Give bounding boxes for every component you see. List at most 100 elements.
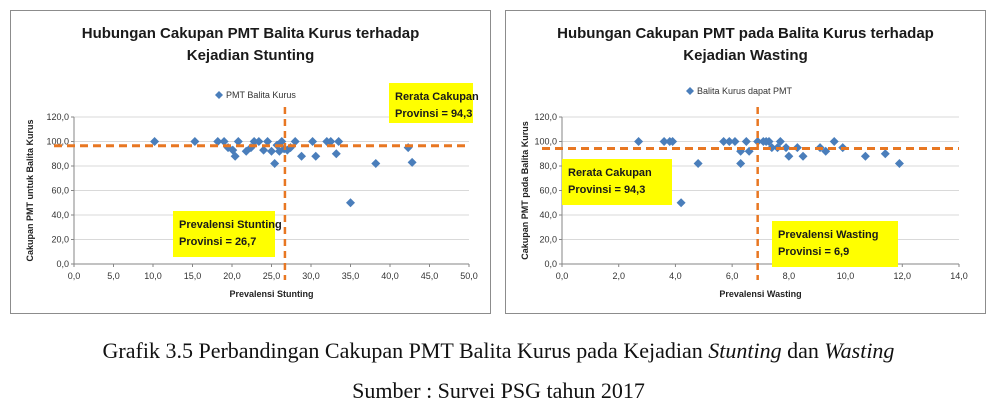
data-point: [297, 151, 307, 161]
x-tick-label: 45,0: [421, 271, 439, 281]
data-point: [334, 137, 344, 146]
data-point: [634, 137, 644, 146]
data-point: [190, 137, 200, 146]
x-tick-label: 8,0: [783, 271, 796, 281]
annotation-line: Provinsi = 26,7: [179, 236, 256, 248]
annotation-box: [389, 83, 473, 123]
data-point: [744, 146, 754, 156]
y-tick-label: 100,0: [46, 137, 69, 147]
y-tick-label: 120,0: [534, 112, 557, 122]
x-tick-label: 4,0: [669, 271, 682, 281]
y-tick-label: 100,0: [534, 137, 557, 147]
province-prevalence-annotation: Prevalensi Wasting Provinsi = 6,9: [772, 221, 898, 267]
chart-title: Hubungan Cakupan PMT Balita Kurus terhad…: [11, 23, 490, 67]
y-tick-label: 60,0: [539, 186, 557, 196]
data-point: [775, 137, 785, 146]
data-point: [821, 146, 831, 156]
x-tick-label: 6,0: [726, 271, 739, 281]
annotation-line: Rerata Cakupan: [395, 91, 479, 103]
data-point: [331, 149, 341, 159]
y-axis-title: Cakupan PMT untuk Balita Kurus: [25, 119, 35, 261]
chart-title-line-1: Hubungan Cakupan PMT Balita Kurus terhad…: [81, 25, 420, 42]
chart-title: Hubungan Cakupan PMT pada Balita Kurus t…: [506, 23, 985, 67]
data-point: [736, 159, 746, 169]
annotation-line: Prevalensi Wasting: [778, 229, 878, 241]
data-point: [150, 137, 160, 146]
data-point: [407, 157, 417, 167]
data-point: [730, 137, 740, 146]
scatter-plot-stunting: 0,0 20,0 40,0 60,0 80,0 100,0 120,0 0,0 5,0 10,0 1…: [25, 83, 479, 299]
data-point: [249, 137, 259, 146]
y-tick-label: 0,0: [544, 259, 557, 269]
figure-caption: Grafik 3.5 Perbandingan Cakupan PMT Bali…: [0, 338, 997, 364]
data-point: [259, 145, 269, 155]
legend-marker: [686, 87, 694, 95]
data-point: [213, 137, 223, 146]
x-tick-label: 20,0: [223, 271, 241, 281]
data-point: [326, 137, 336, 146]
x-tick-label: 50,0: [460, 271, 478, 281]
data-point: [792, 143, 802, 153]
y-tick-label: 80,0: [539, 161, 557, 171]
data-point: [724, 137, 734, 146]
legend-marker: [215, 91, 223, 99]
data-point: [290, 137, 300, 146]
x-tick-label: 15,0: [184, 271, 202, 281]
data-point: [693, 159, 703, 169]
data-point: [668, 137, 678, 146]
x-tick-label: 40,0: [381, 271, 399, 281]
data-point: [741, 137, 751, 146]
y-tick-label: 20,0: [539, 235, 557, 245]
data-point: [798, 151, 808, 161]
annotation-line: Provinsi = 6,9: [778, 246, 849, 258]
annotation-line: Provinsi = 94,3: [395, 108, 472, 120]
average-coverage-annotation: Rerata Cakupan Provinsi = 94,3: [562, 159, 672, 205]
data-point: [719, 137, 729, 146]
scatter-plot-wasting: 0,0 20,0 40,0 60,0 80,0 100,0 120,0 0,0 2,0 4,0 6,…: [520, 86, 968, 299]
chart-panel-stunting: Hubungan Cakupan PMT Balita Kurus terhad…: [10, 10, 491, 314]
chart-title-line-2: Kejadian Stunting: [186, 47, 315, 64]
legend: PMT Balita Kurus: [215, 90, 296, 100]
y-axis-title: Cakupan PMT pada Balita Kurus: [520, 121, 530, 260]
x-tick-label: 0,0: [556, 271, 569, 281]
chart-title-line-2: Kejadian Wasting: [683, 47, 808, 64]
legend-label: Balita Kurus dapat PMT: [697, 86, 793, 96]
data-point: [219, 137, 229, 146]
data-point: [311, 151, 321, 161]
y-tick-label: 40,0: [539, 210, 557, 220]
data-point: [659, 137, 669, 146]
province-prevalence-annotation: Prevalensi Stunting Provinsi = 26,7: [173, 211, 282, 257]
x-tick-label: 35,0: [342, 271, 360, 281]
x-tick-label: 10,0: [144, 271, 162, 281]
data-point: [784, 151, 794, 161]
data-point: [676, 198, 686, 208]
legend: Balita Kurus dapat PMT: [686, 86, 793, 96]
data-point: [860, 151, 870, 161]
data-point: [880, 149, 890, 159]
x-tick-label: 0,0: [68, 271, 81, 281]
y-tick-label: 40,0: [51, 210, 69, 220]
data-point: [894, 159, 904, 169]
y-tick-label: 0,0: [56, 259, 69, 269]
caption-mid: dan: [781, 338, 825, 363]
data-point: [753, 137, 763, 146]
data-point: [267, 146, 276, 156]
data-point: [230, 151, 240, 161]
x-tick-label: 10,0: [837, 271, 855, 281]
figure-source: Sumber : Survei PSG tahun 2017: [352, 378, 645, 403]
chart-panel-wasting: Hubungan Cakupan PMT pada Balita Kurus t…: [505, 10, 986, 314]
x-tick-label: 30,0: [302, 271, 320, 281]
x-axis-title: Prevalensi Wasting: [719, 289, 801, 299]
legend-label: PMT Balita Kurus: [226, 90, 296, 100]
data-point: [263, 137, 273, 146]
data-point: [829, 137, 839, 146]
x-axis-title: Prevalensi Stunting: [229, 289, 313, 299]
annotation-box: [173, 211, 275, 257]
y-tick-label: 20,0: [51, 235, 69, 245]
chart-title-line-1: Hubungan Cakupan PMT pada Balita Kurus t…: [557, 25, 934, 42]
annotation-box: [772, 221, 898, 267]
y-tick-label: 120,0: [46, 112, 69, 122]
data-point: [371, 159, 381, 169]
average-coverage-annotation: Rerata Cakupan Provinsi = 94,3: [389, 83, 479, 123]
x-tick-label: 14,0: [950, 271, 968, 281]
